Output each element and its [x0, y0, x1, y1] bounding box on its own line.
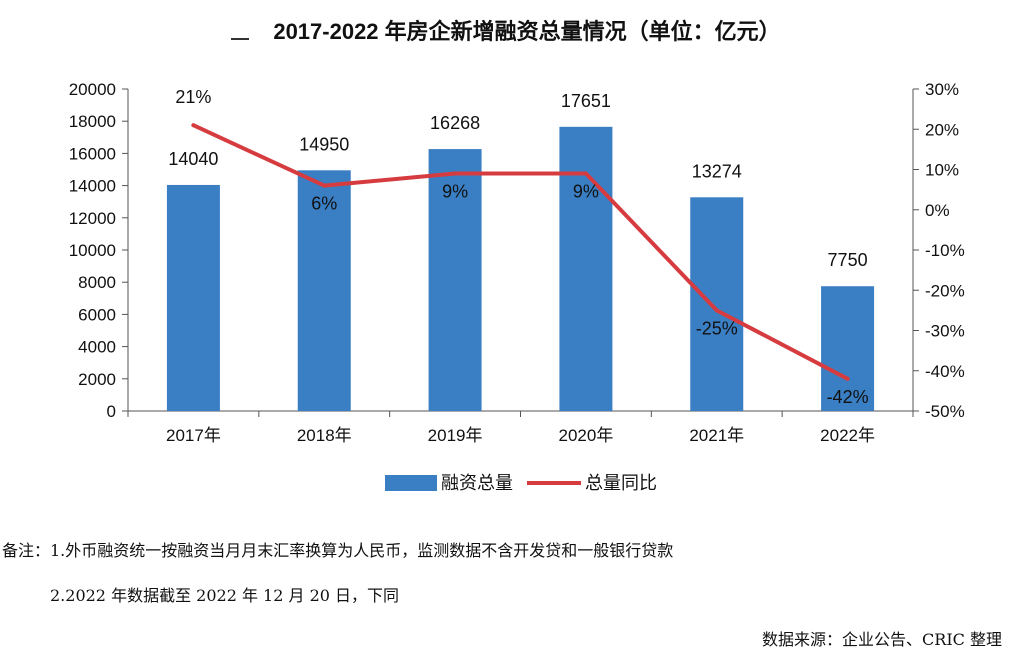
bar — [166, 184, 220, 411]
chart-title-text: 2017-2022 年房企新增融资总量情况（单位：亿元） — [273, 19, 781, 44]
bar-value-label: 14040 — [168, 149, 218, 169]
left-tick-label: 10000 — [69, 241, 116, 260]
left-tick-label: 0 — [107, 402, 116, 421]
legend-bar-label: 融资总量 — [441, 473, 513, 493]
x-tick-label: 2019年 — [428, 426, 483, 445]
bar-value-label: 13274 — [692, 161, 742, 181]
bar-value-label: 17651 — [561, 91, 611, 111]
right-tick-label: -40% — [925, 362, 965, 381]
bar — [690, 197, 744, 411]
bar — [821, 286, 875, 411]
x-tick-label: 2022年 — [820, 426, 875, 445]
line-value-label: -42% — [827, 387, 869, 407]
left-tick-label: 4000 — [78, 338, 116, 357]
line-series-path — [191, 123, 850, 381]
right-tick-label: 10% — [925, 161, 959, 180]
left-tick-label: 12000 — [69, 209, 116, 228]
left-tick-label: 20000 — [69, 80, 116, 99]
x-tick-label: 2017年 — [166, 426, 221, 445]
left-tick-label: 8000 — [78, 273, 116, 292]
chart: 0 2000 4000 6000 8000 10000 12000 14000 16000 180… — [69, 80, 965, 493]
legend-line-label: 总量同比 — [585, 473, 657, 493]
left-tick-label: 2000 — [78, 370, 116, 389]
line-value-label: 6% — [311, 194, 337, 214]
left-tick-label: 6000 — [78, 305, 116, 324]
line-point — [453, 171, 458, 176]
bar-value-label: 16268 — [430, 113, 480, 133]
left-tick-label: 16000 — [69, 144, 116, 163]
left-tick-label: 14000 — [69, 177, 116, 196]
source-note: 数据来源：企业公告、CRIC 整理 — [762, 630, 1002, 649]
chart-title: 2017-2022 年房企新增融资总量情况（单位：亿元） — [0, 14, 1012, 46]
right-tick-label: 20% — [925, 120, 959, 139]
bar — [297, 170, 351, 411]
line-value-label: 21% — [175, 87, 211, 107]
line-point — [845, 376, 850, 381]
footnote-2: 2.2022 年数据截至 2022 年 12 月 20 日，下同 — [50, 586, 400, 605]
title-decoration — [231, 26, 250, 41]
bar-value-label: 14950 — [299, 134, 349, 154]
line-value-label: 9% — [442, 182, 468, 202]
x-tick-label: 2020年 — [559, 426, 614, 445]
line-point — [583, 171, 588, 176]
right-tick-label: -20% — [925, 281, 965, 300]
bar-value-label: 7750 — [828, 250, 868, 270]
left-tick-label: 18000 — [69, 112, 116, 131]
right-tick-label: -30% — [925, 322, 965, 341]
line-point — [191, 123, 196, 128]
bar — [559, 126, 613, 411]
right-tick-label: 0% — [925, 201, 950, 220]
line-value-label: 9% — [573, 182, 599, 202]
right-tick-label: -10% — [925, 241, 965, 260]
right-tick-label: -50% — [925, 402, 965, 421]
right-tick-label: 30% — [925, 80, 959, 99]
x-tick-label: 2021年 — [689, 426, 744, 445]
footnote-1: 备注：1.外币融资统一按融资当月月末汇率换算为人民币，监测数据不含开发贷和一般银… — [2, 541, 674, 560]
x-tick-label: 2018年 — [297, 426, 352, 445]
legend-bar-swatch — [385, 475, 437, 491]
line-value-label: -25% — [696, 318, 738, 338]
line-point — [714, 308, 719, 313]
bar — [428, 149, 482, 411]
line-point — [322, 183, 327, 188]
